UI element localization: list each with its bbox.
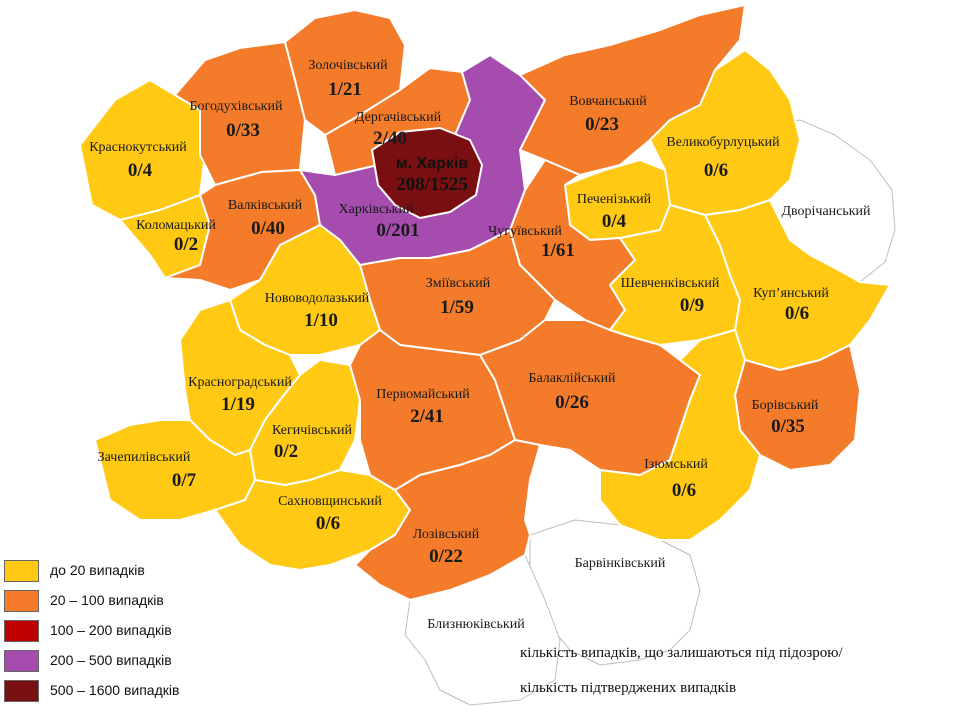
region-bohodukhiv	[174, 41, 306, 186]
label-novovodolazhsk-value: 1/10	[304, 310, 338, 331]
label-zmiiv-value: 1/59	[440, 297, 474, 318]
label-pervomaisk-name: Первомайський	[376, 387, 470, 402]
label-izium-name: Ізюмський	[644, 457, 708, 472]
label-sakhnovshchyna-name: Сахновщинський	[278, 494, 382, 509]
label-balakliia-value: 0/26	[555, 392, 589, 413]
label-zolochiv-name: Золочівський	[308, 58, 388, 73]
label-kolomak-name: Коломацький	[136, 218, 216, 233]
label-krasnohrad-value: 1/19	[221, 394, 255, 415]
label-blyzniuky-name: Близнюківський	[427, 617, 525, 632]
legend-label: 200 – 500 випадків	[50, 652, 172, 668]
legend-swatch-mid	[4, 590, 39, 612]
legend-swatch-vhigh	[4, 650, 39, 672]
label-kupiansk-name: Куп’янський	[753, 286, 829, 301]
label-krasnohrad-name: Красноградський	[188, 375, 292, 390]
label-vovchansk-name: Вовчанський	[569, 94, 647, 109]
label-zachepylivka-name: Зачепилівський	[98, 450, 191, 465]
label-kehychivka-name: Кегичівський	[272, 423, 353, 438]
label-kehychivka-value: 0/2	[274, 441, 298, 462]
label-lozova-value: 0/22	[429, 546, 463, 567]
label-derhachi-name: Дергачівський	[355, 110, 442, 125]
legend-swatch-max	[4, 680, 39, 702]
note-line-2: кількість підтверджених випадків	[520, 680, 737, 696]
label-vovchansk-value: 0/23	[585, 114, 619, 135]
label-barvinkove-name: Барвінківський	[575, 556, 666, 571]
label-chuhuiv-value: 1/61	[541, 240, 575, 261]
label-shevchenkove-value: 0/9	[680, 295, 704, 316]
label-zachepylivka-value: 0/7	[172, 470, 197, 491]
label-velykyi-burluk-name: Великобурлуцький	[666, 135, 780, 150]
label-chuhuiv-name: Чугуївський	[488, 224, 562, 239]
label-city-value: 208/1525	[396, 174, 468, 195]
label-city-name: м. Харків	[396, 155, 469, 172]
label-novovodolazhsk-name: Нововодолазький	[265, 291, 370, 306]
region-izium	[599, 329, 761, 541]
label-zolochiv-value: 1/21	[328, 79, 362, 100]
legend-item-max: 500 – 1600 випадків	[4, 680, 264, 710]
legend-swatch-high	[4, 620, 39, 642]
label-balakliia-name: Балаклійський	[528, 371, 616, 386]
map-legend: до 20 випадків 20 – 100 випадків 100 – 2…	[4, 560, 264, 710]
label-krasnokutsk-name: Краснокутський	[89, 140, 187, 155]
label-izium-value: 0/6	[672, 480, 696, 501]
region-zachepylivka	[94, 419, 256, 521]
label-pechenihy-value: 0/4	[602, 211, 627, 232]
region-kupiansk	[704, 199, 891, 371]
label-shevchenkove-name: Шевченківський	[621, 276, 720, 291]
label-kharkiv-raion-name: Харківський	[339, 202, 414, 217]
legend-label: 20 – 100 випадків	[50, 592, 164, 608]
label-kharkiv-raion-value: 0/201	[376, 220, 419, 241]
legend-label: до 20 випадків	[50, 562, 145, 578]
label-valky-name: Валківський	[228, 198, 303, 213]
label-valky-value: 0/40	[251, 218, 285, 239]
label-bohodukhiv-value: 0/33	[226, 120, 260, 141]
region-labels: Золочівський 1/21 Богодухівський 0/33 Де…	[89, 58, 871, 632]
label-sakhnovshchyna-value: 0/6	[316, 513, 340, 534]
label-bohodukhiv-name: Богодухівський	[190, 99, 283, 114]
legend-item-low: до 20 випадків	[4, 560, 264, 590]
legend-label: 100 – 200 випадків	[50, 622, 172, 638]
label-pervomaisk-value: 2/41	[410, 406, 444, 427]
label-derhachi-value: 2/40	[373, 128, 407, 149]
label-pechenihy-name: Печенізький	[577, 192, 652, 207]
legend-item-mid: 20 – 100 випадків	[4, 590, 264, 620]
label-dvorichna-name: Дворічанський	[781, 204, 871, 219]
region-lozova	[354, 439, 541, 601]
legend-swatch-low	[4, 560, 39, 582]
label-borova-name: Борівський	[752, 398, 819, 413]
legend-item-vhigh: 200 – 500 випадків	[4, 650, 264, 680]
note-line-1: кількість випадків, що залишаються під п…	[520, 645, 843, 661]
region-kharkiv-city	[371, 127, 483, 219]
label-kupiansk-value: 0/6	[785, 303, 809, 324]
label-velykyi-burluk-value: 0/6	[704, 160, 728, 181]
label-kolomak-value: 0/2	[174, 234, 198, 255]
label-borova-value: 0/35	[771, 416, 805, 437]
legend-label: 500 – 1600 випадків	[50, 682, 180, 698]
label-lozova-name: Лозівський	[413, 527, 480, 542]
legend-item-high: 100 – 200 випадків	[4, 620, 264, 650]
label-krasnokutsk-value: 0/4	[128, 160, 153, 181]
label-zmiiv-name: Зміївський	[426, 276, 491, 291]
